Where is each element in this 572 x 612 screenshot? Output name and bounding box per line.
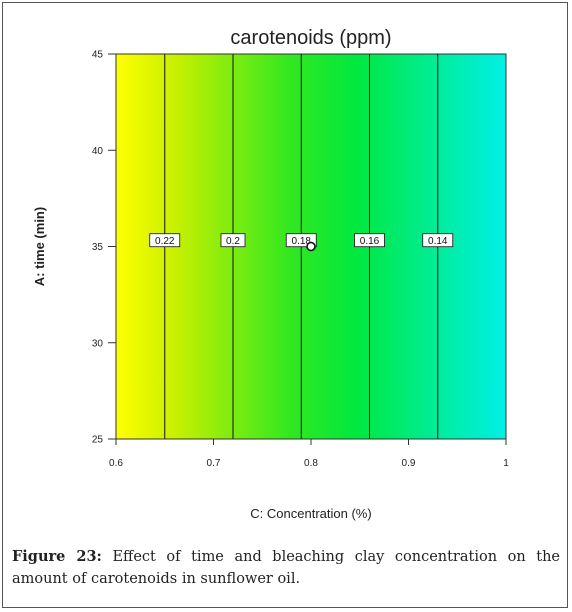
contour-label: 0.22 xyxy=(155,236,175,247)
contour-label: 0.2 xyxy=(226,236,240,247)
contour-label: 0.14 xyxy=(428,236,448,247)
contour-label-box xyxy=(422,233,454,248)
y-tick-label: 35 xyxy=(92,242,104,253)
contour-label-box xyxy=(149,233,181,248)
x-tick-label: 0.8 xyxy=(304,458,318,469)
chart-title: carotenoids (ppm) xyxy=(230,27,391,49)
x-tick-label: 1 xyxy=(503,458,509,469)
x-tick-label: 0.7 xyxy=(207,458,221,469)
x-tick-label: 0.9 xyxy=(402,458,416,469)
y-axis-label: A: time (min) xyxy=(32,207,47,286)
contour-label: 0.18 xyxy=(292,236,312,247)
y-tick-label: 40 xyxy=(92,146,104,157)
y-tick-label: 45 xyxy=(92,50,104,61)
y-tick-label: 25 xyxy=(92,435,104,446)
contour-label-box xyxy=(220,233,246,248)
x-tick-label: 0.6 xyxy=(109,458,123,469)
figure-caption: Figure 23: Effect of time and bleaching … xyxy=(12,546,560,590)
x-axis-label: C: Concentration (%) xyxy=(250,506,371,521)
design-point xyxy=(306,241,316,252)
contour-chart: 0.22 0.2 0.18 0.16 0.14 0.6 0.7 0.8 0.9 1 25 30 35 4… xyxy=(32,27,509,521)
contour-label: 0.16 xyxy=(360,236,380,247)
contour-label-box xyxy=(354,233,385,248)
y-tick-label: 30 xyxy=(92,338,104,349)
caption-prefix: Figure 23: xyxy=(12,548,102,565)
caption-text: Effect of time and bleaching clay concen… xyxy=(12,549,560,587)
